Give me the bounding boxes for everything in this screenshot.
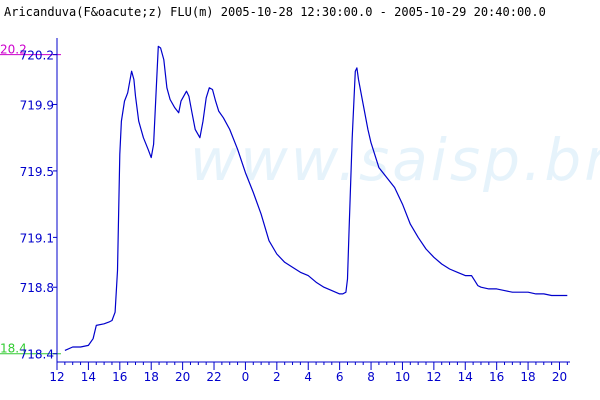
x-tick-label: 16 — [489, 370, 504, 384]
x-tick-label: 16 — [112, 370, 127, 384]
chart-title: Aricanduva(F&oacute;z) FLU(m) 2005-10-28… — [4, 5, 546, 19]
y-tick-label: 718.8 — [20, 281, 54, 295]
x-tick-label: 0 — [242, 370, 250, 384]
axes — [56, 38, 570, 363]
y-tick-label: 720.2 — [20, 49, 54, 63]
reference-label-0: 20.2 — [0, 43, 27, 57]
reference-lines: 20.2 18.4 — [0, 43, 61, 356]
y-tick-label: 719.5 — [20, 165, 54, 179]
watermark: www.saisp.br — [190, 126, 600, 194]
x-tick-label: 12 — [426, 370, 441, 384]
x-tick-label: 14 — [458, 370, 473, 384]
series-line-0 — [64, 45, 568, 351]
reference-label-1: 18.4 — [0, 342, 27, 356]
x-axis-ticks: 12 14 16 18 20 22 0 2 4 6 8 10 12 14 16 18 20 — [49, 362, 568, 384]
x-tick-label: 2 — [273, 370, 281, 384]
x-tick-label: 10 — [395, 370, 410, 384]
x-tick-label: 18 — [144, 370, 159, 384]
x-tick-label: 18 — [520, 370, 535, 384]
x-tick-label: 22 — [206, 370, 221, 384]
y-tick-label: 719.1 — [20, 231, 54, 245]
x-tick-label: 20 — [175, 370, 190, 384]
y-tick-label: 718.4 — [20, 348, 54, 362]
x-tick-label: 20 — [552, 370, 567, 384]
x-tick-label: 14 — [81, 370, 96, 384]
x-tick-label: 6 — [336, 370, 344, 384]
x-tick-label: 8 — [367, 370, 375, 384]
y-axis-ticks: 718.4 718.8 719.1 719.5 719.9 720.2 — [20, 49, 57, 362]
y-tick-label: 719.9 — [20, 98, 54, 112]
series-group — [64, 45, 568, 351]
x-tick-label: 12 — [49, 370, 64, 384]
x-tick-label: 4 — [304, 370, 312, 384]
